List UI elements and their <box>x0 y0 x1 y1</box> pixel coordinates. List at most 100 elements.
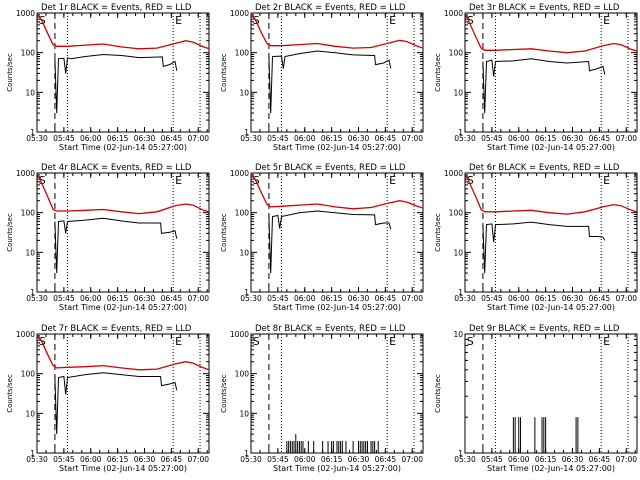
start-marker-label: S <box>39 174 46 187</box>
x-tick-label: 06:45 <box>589 134 611 143</box>
panel-title: Det 2r BLACK = Events, RED = LLD <box>255 3 406 13</box>
x-tick-label: 06:00 <box>80 134 102 143</box>
x-tick-label: 06:45 <box>375 455 397 464</box>
x-axis-label: Start Time (02-Jun-14 05:27:00) <box>273 303 401 312</box>
panel-title: Det 7r BLACK = Events, RED = LLD <box>41 324 192 334</box>
y-tick-label: 100 <box>449 209 464 218</box>
x-axis-label: Start Time (02-Jun-14 05:27:00) <box>273 464 401 473</box>
events-series-line <box>54 217 178 274</box>
plot-frame <box>36 172 210 293</box>
x-tick-label: 06:30 <box>562 134 584 143</box>
y-tick-label: 100 <box>21 49 36 58</box>
x-tick-label: 06:30 <box>134 134 156 143</box>
x-tick-label: 05:30 <box>240 455 262 464</box>
y-axis-label: Counts/sec <box>220 53 228 92</box>
end-marker-label: E <box>389 335 396 348</box>
end-marker-label: E <box>175 174 182 187</box>
x-tick-label: 06:15 <box>535 294 557 303</box>
y-tick-label: 1 <box>458 449 463 458</box>
y-tick-label: 10 <box>25 88 35 97</box>
x-tick-label: 05:45 <box>267 455 289 464</box>
events-series-line <box>482 58 606 114</box>
panel-5: Det 5r BLACK = Events, RED = LLD 1 10 100 10… <box>220 163 424 312</box>
x-tick-label: 05:30 <box>454 294 476 303</box>
x-tick-label: 05:45 <box>53 134 75 143</box>
y-tick-label: 10 <box>239 248 249 257</box>
x-tick-label: 05:30 <box>454 455 476 464</box>
panel-7: Det 7r BLACK = Events, RED = LLD 1 10 100 10… <box>6 324 210 473</box>
x-tick-label: 07:00 <box>187 134 209 143</box>
y-tick-label: 1 <box>458 128 463 137</box>
y-tick-label: 1000 <box>444 9 463 18</box>
x-axis-label: Start Time (02-Jun-14 05:27:00) <box>273 143 401 152</box>
x-tick-label: 06:30 <box>134 294 156 303</box>
x-tick-label: 06:15 <box>535 134 557 143</box>
panel-6: Det 6r BLACK = Events, RED = LLD 1 10 100 10… <box>434 163 638 312</box>
x-tick-label: 05:45 <box>267 134 289 143</box>
x-tick-label: 06:45 <box>161 134 183 143</box>
panel-2: Det 2r BLACK = Events, RED = LLD 1 10 100 10… <box>220 3 424 152</box>
y-tick-label: 10 <box>453 248 463 257</box>
x-tick-label: 06:15 <box>321 134 343 143</box>
end-marker-label: E <box>603 14 610 27</box>
plot-frame <box>36 333 210 454</box>
x-tick-label: 05:45 <box>53 294 75 303</box>
x-tick-label: 06:45 <box>375 294 397 303</box>
x-tick-label: 06:00 <box>508 134 530 143</box>
y-tick-label: 1 <box>244 449 249 458</box>
y-tick-label: 1000 <box>16 169 35 178</box>
y-axis-label: Counts/sec <box>220 213 228 252</box>
x-tick-label: 05:45 <box>481 294 503 303</box>
lld-series-line <box>36 12 210 50</box>
panel-title: Det 1r BLACK = Events, RED = LLD <box>41 3 192 13</box>
x-tick-label: 07:00 <box>187 455 209 464</box>
panel-3: Det 3r BLACK = Events, RED = LLD 1 10 100 10… <box>434 3 638 152</box>
panel-title: Det 5r BLACK = Events, RED = LLD <box>255 163 406 173</box>
end-marker-label: E <box>175 14 182 27</box>
y-axis-label: Counts/sec <box>6 213 14 252</box>
events-series-line <box>482 221 606 274</box>
y-axis-label: Counts/sec <box>434 374 442 413</box>
end-marker-label: E <box>603 335 610 348</box>
plot-frame <box>250 172 424 293</box>
events-series-line <box>54 53 178 114</box>
plot-frame <box>464 172 638 293</box>
y-tick-label: 10 <box>25 409 35 418</box>
start-marker-label: S <box>467 174 474 187</box>
start-marker-label: S <box>253 335 260 348</box>
plot-frame <box>250 333 424 454</box>
y-tick-label: 1 <box>30 128 35 137</box>
panel-title: Det 9r BLACK = Events, RED = LLD <box>469 324 620 334</box>
y-tick-label: 100 <box>21 209 36 218</box>
x-tick-label: 05:30 <box>454 134 476 143</box>
events-series-line <box>54 372 178 435</box>
x-tick-label: 06:30 <box>348 134 370 143</box>
x-tick-label: 05:45 <box>481 134 503 143</box>
plot-frame <box>250 12 424 133</box>
x-tick-label: 05:30 <box>240 294 262 303</box>
x-tick-label: 07:00 <box>187 294 209 303</box>
y-tick-label: 10 <box>239 88 249 97</box>
y-tick-label: 100 <box>235 370 250 379</box>
y-tick-label: 100 <box>449 49 464 58</box>
x-tick-label: 06:15 <box>107 294 129 303</box>
y-tick-label: 10 <box>453 330 463 339</box>
x-tick-label: 06:15 <box>321 455 343 464</box>
lld-series-line <box>464 12 638 54</box>
x-tick-label: 05:45 <box>53 455 75 464</box>
lld-series-line <box>250 12 424 49</box>
panel-title: Det 3r BLACK = Events, RED = LLD <box>469 3 620 13</box>
lld-series-line <box>464 172 638 215</box>
events-series-line <box>268 210 392 274</box>
y-tick-label: 1000 <box>444 169 463 178</box>
x-tick-label: 07:00 <box>401 455 423 464</box>
y-tick-label: 10 <box>25 248 35 257</box>
x-tick-label: 07:00 <box>615 455 637 464</box>
x-tick-label: 07:00 <box>401 294 423 303</box>
events-series-line <box>268 50 392 114</box>
x-tick-label: 06:00 <box>508 294 530 303</box>
x-tick-label: 05:45 <box>267 294 289 303</box>
x-tick-label: 06:00 <box>80 455 102 464</box>
x-tick-label: 06:30 <box>348 455 370 464</box>
